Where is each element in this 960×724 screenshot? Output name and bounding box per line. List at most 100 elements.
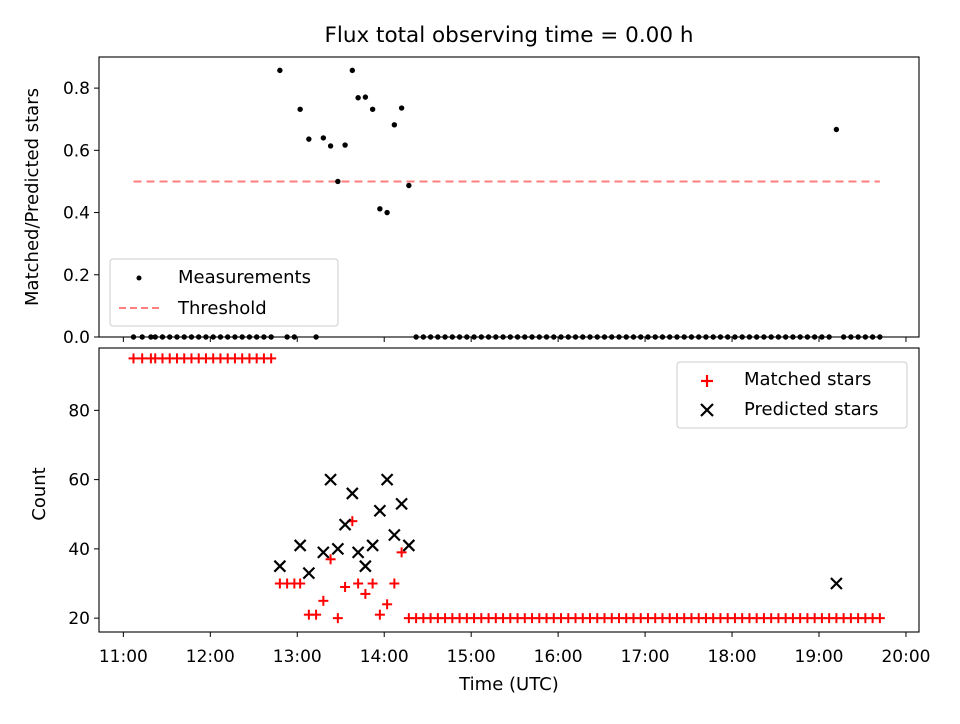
predicted-star-point <box>359 559 372 573</box>
legend-threshold-label: Threshold <box>177 298 267 319</box>
predicted-star-point <box>273 559 287 573</box>
predicted-star-d2 <box>338 518 352 531</box>
predicted-star-point <box>317 546 330 559</box>
top-y-axis: 0.0 0.2 0.4 0.6 0.8 <box>63 79 99 348</box>
predicted-star-point <box>373 504 387 518</box>
matched-star-point <box>389 578 400 589</box>
measurement-point <box>369 106 376 112</box>
bottom-y-tick-label: 80 <box>68 401 90 421</box>
matched-star-point <box>295 578 306 589</box>
predicted-star-d2 <box>395 497 408 511</box>
matched-star-point <box>318 595 329 606</box>
top-legend: Measurements Threshold <box>109 258 339 327</box>
predicted-star-d2 <box>373 504 387 518</box>
bottom-x-axis-label: Time (UTC) <box>458 674 559 695</box>
bottom-x-axis: 11:00 12:00 13:00 14:00 15:00 16:00 17:00 18:00… <box>99 632 930 667</box>
measurement-point <box>398 105 405 111</box>
matched-star-point <box>332 613 343 624</box>
predicted-star-point <box>380 473 394 486</box>
matched-star-point <box>325 554 336 565</box>
matched-star-point <box>311 609 322 620</box>
bottom-x-tick-label: 16:00 <box>534 647 583 667</box>
top-y-tick-label: 0.0 <box>63 328 90 348</box>
predicted-star-d2 <box>331 542 345 556</box>
matched-star-point <box>396 547 407 558</box>
measurement-point <box>342 142 348 148</box>
measurement-point <box>327 143 334 149</box>
measurement-point <box>355 95 361 101</box>
measurement-point <box>377 206 383 212</box>
legend-matched-marker <box>701 375 713 387</box>
top-y-tick-label: 0.2 <box>63 266 90 286</box>
top-axes-frame <box>98 56 920 338</box>
predicted-star-point <box>351 546 365 559</box>
measurement-point <box>406 182 412 189</box>
predicted-star-point <box>302 566 316 580</box>
bottom-y-axis-label: Count <box>29 467 50 520</box>
predicted-star-point <box>830 577 843 590</box>
measurement-point <box>349 67 356 74</box>
predicted-star-point <box>388 528 401 542</box>
matched-star-point <box>360 588 371 599</box>
predicted-star-point <box>402 539 416 552</box>
predicted-star-d2 <box>317 546 330 559</box>
predicted-star-d2 <box>366 539 379 552</box>
predicted-star-point <box>395 497 408 511</box>
predicted-star-d2 <box>302 566 316 580</box>
chart-title: Flux total observing time = 0.00 h <box>325 23 694 48</box>
top-y-tick-label: 0.8 <box>63 79 90 99</box>
top-plot-area <box>130 67 883 340</box>
predicted-star-point <box>366 539 379 552</box>
measurement-point <box>384 209 390 216</box>
bottom-x-tick-label: 18:00 <box>708 647 757 667</box>
bottom-x-tick-label: 13:00 <box>273 647 322 667</box>
top-y-axis-label: Matched/Predicted stars <box>22 88 43 306</box>
predicted-star-d2 <box>324 473 337 486</box>
legend-measurements-marker <box>136 275 142 281</box>
matched-star-point <box>128 353 139 364</box>
matched-star-point <box>340 581 351 592</box>
top-x-axis <box>122 337 907 342</box>
matched-star-point <box>266 353 277 364</box>
bottom-legend-frame <box>676 361 908 429</box>
measurement-point <box>277 67 283 74</box>
predicted-star-d2 <box>380 473 394 486</box>
measurement-point <box>833 126 840 133</box>
top-y-tick-label: 0.6 <box>63 141 90 161</box>
measurement-point <box>297 106 303 112</box>
predicted-star-d2 <box>346 487 359 500</box>
predicted-star-d2 <box>351 546 365 559</box>
bottom-x-tick-label: 19:00 <box>795 647 844 667</box>
top-legend-frame <box>109 258 339 327</box>
legend-measurements-label: Measurements <box>178 267 311 288</box>
bottom-y-tick-label: 40 <box>68 540 90 560</box>
matched-star-point <box>137 353 148 364</box>
bottom-x-tick-label: 12:00 <box>186 647 235 667</box>
legend-predicted-marker <box>700 403 714 417</box>
measurement-point <box>362 94 369 100</box>
predicted-star-point <box>324 473 337 486</box>
predicted-star-point <box>338 518 352 531</box>
matched-star-point <box>382 599 393 610</box>
predicted-star-d2 <box>402 539 416 552</box>
matched-star-point <box>374 609 385 620</box>
measurement-point <box>306 136 312 142</box>
predicted-star-point <box>331 542 345 556</box>
predicted-star-d2 <box>830 577 843 590</box>
predicted-star-d2 <box>388 528 401 542</box>
measurement-point <box>391 122 398 128</box>
bottom-x-tick-label: 15:00 <box>447 647 496 667</box>
matched-star-point <box>367 578 378 589</box>
legend-matched-label: Matched stars <box>744 369 871 390</box>
predicted-star-point <box>346 487 359 500</box>
bottom-plot-area <box>128 353 885 624</box>
bottom-legend: Matched stars Predicted stars <box>676 361 908 429</box>
measurement-point <box>320 135 327 141</box>
matched-star-point <box>874 613 885 624</box>
bottom-x-tick-label: 20:00 <box>881 647 930 667</box>
bottom-x-tick-label: 14:00 <box>360 647 409 667</box>
legend-predicted-label: Predicted stars <box>744 399 878 420</box>
matched-star-point <box>353 578 364 589</box>
